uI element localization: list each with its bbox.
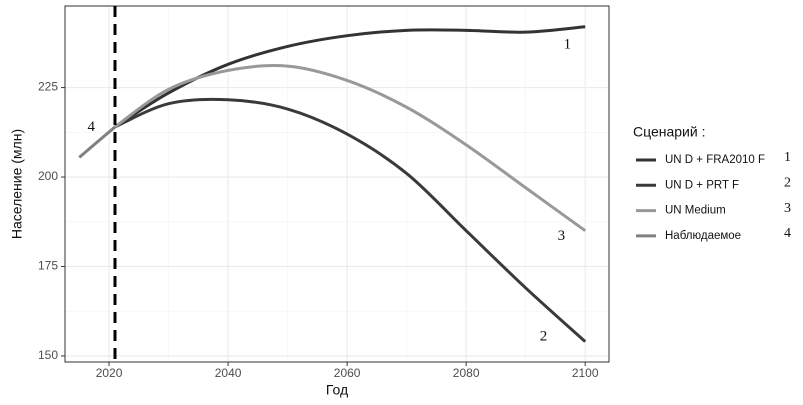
legend-label: UN Medium xyxy=(665,205,726,217)
x-tick-label: 2040 xyxy=(215,366,242,380)
legend-label: UN D + PRT F xyxy=(665,179,739,191)
series-line xyxy=(78,125,116,159)
annotation: 2 xyxy=(540,328,548,344)
legend-marker: 4 xyxy=(784,226,791,241)
x-tick-label: 2100 xyxy=(572,366,599,380)
legend-label: UN D + FRA2010 F xyxy=(665,154,765,166)
y-tick-label: 150 xyxy=(38,348,58,362)
legend-marker: 3 xyxy=(784,201,791,216)
series-line xyxy=(114,64,587,232)
y-tick-label: 175 xyxy=(38,259,58,273)
legend-label: Наблюдаемое xyxy=(665,230,741,242)
x-tick-label: 2020 xyxy=(96,366,123,380)
y-axis-label: Население (млн) xyxy=(9,129,25,239)
legend-marker: 1 xyxy=(784,150,791,165)
annotation: 4 xyxy=(87,119,95,135)
x-tick-label: 2080 xyxy=(453,366,480,380)
x-tick-label: 2060 xyxy=(334,366,361,380)
plot-border xyxy=(64,5,610,363)
annotation: 3 xyxy=(558,228,566,244)
annotation: 1 xyxy=(564,36,572,52)
y-tick-label: 200 xyxy=(38,169,58,183)
plot-background xyxy=(65,6,609,362)
x-axis-label: Год xyxy=(326,382,348,398)
legend-marker: 2 xyxy=(784,176,791,191)
series-line xyxy=(114,97,587,343)
y-tick-label: 225 xyxy=(38,80,58,94)
legend-title: Сценарий : xyxy=(633,124,705,140)
series-line xyxy=(114,25,586,129)
